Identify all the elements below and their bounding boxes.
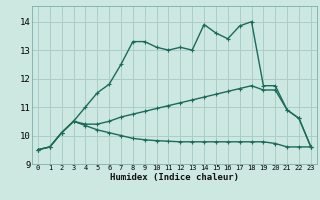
X-axis label: Humidex (Indice chaleur): Humidex (Indice chaleur) <box>110 173 239 182</box>
